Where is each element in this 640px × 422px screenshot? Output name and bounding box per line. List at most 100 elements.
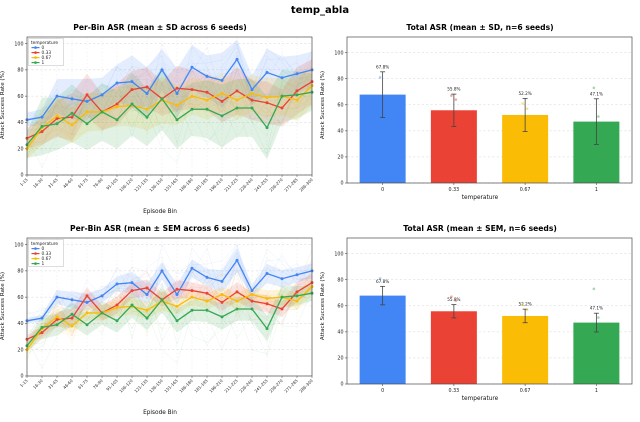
svg-text:0: 0 xyxy=(381,388,384,394)
svg-text:80: 80 xyxy=(17,68,23,74)
svg-text:196-210: 196-210 xyxy=(208,177,224,193)
line-3 xyxy=(26,91,313,146)
bar-value-label: 67.8% xyxy=(376,64,389,69)
svg-text:271-285: 271-285 xyxy=(283,177,299,193)
bars xyxy=(359,94,620,183)
svg-text:1-15: 1-15 xyxy=(19,378,29,388)
plot-frame xyxy=(26,237,313,377)
error-bars xyxy=(380,71,599,145)
svg-text:0.33: 0.33 xyxy=(449,187,460,193)
svg-text:286-300: 286-300 xyxy=(298,378,314,394)
svg-text:40: 40 xyxy=(337,129,343,135)
svg-text:181-195: 181-195 xyxy=(193,177,209,193)
line-1 xyxy=(26,282,313,340)
svg-text:0: 0 xyxy=(381,187,384,193)
svg-text:121-135: 121-135 xyxy=(133,177,149,193)
x-axis-label: Episode Bin xyxy=(143,410,177,416)
svg-text:91-105: 91-105 xyxy=(105,177,119,191)
svg-text:100: 100 xyxy=(334,251,343,257)
svg-text:61-75: 61-75 xyxy=(77,378,89,390)
svg-text:211-225: 211-225 xyxy=(223,177,239,193)
svg-text:76-90: 76-90 xyxy=(92,378,104,390)
total-sem-chart-canvas: 0 20 40 60 80 100 67.8% 55.8% 52.2% 47.1% 0 0.33 0.6… xyxy=(334,237,633,394)
x-tick-labels: 1-15 16-30 31-45 46-60 61-75 76-90 91-105 106-1… xyxy=(19,376,314,394)
y-tick-labels: 0 20 40 60 80 100 xyxy=(334,50,347,187)
svg-text:0.67: 0.67 xyxy=(42,55,52,61)
svg-text:256-270: 256-270 xyxy=(268,378,284,394)
panel-title: Per-Bin ASR (mean ± SD across 6 seeds) xyxy=(73,23,247,32)
svg-text:100: 100 xyxy=(334,50,343,56)
subplot-grid: Per-Bin ASR (mean ± SD across 6 seeds) A… xyxy=(0,20,640,422)
svg-text:136-150: 136-150 xyxy=(148,378,164,394)
bar-value-label: 47.1% xyxy=(590,91,603,96)
band-1 xyxy=(27,59,312,149)
plot-frame xyxy=(346,237,633,385)
svg-text:40: 40 xyxy=(17,120,23,126)
bar-value-label: 47.1% xyxy=(590,306,603,311)
x-tick-labels: 0 0.33 0.67 1 xyxy=(381,384,598,394)
line-3 xyxy=(26,292,313,347)
panel-title: Per-Bin ASR (mean ± SEM across 6 seeds) xyxy=(70,224,250,233)
band-2 xyxy=(27,64,312,160)
svg-text:60: 60 xyxy=(337,102,343,108)
total-sd-chart-canvas: 0 20 40 60 80 100 67.8% 55.8% 52.2% 47.1% 0 0.33 0.6… xyxy=(334,36,633,193)
x-axis-label: temperature xyxy=(461,396,499,402)
svg-text:0: 0 xyxy=(20,173,23,179)
svg-text:46-60: 46-60 xyxy=(62,177,74,189)
markers-3 xyxy=(25,90,314,147)
plot-frame xyxy=(346,36,633,184)
svg-text:80: 80 xyxy=(337,76,343,82)
svg-text:151-165: 151-165 xyxy=(163,378,179,394)
svg-text:0: 0 xyxy=(42,45,45,51)
svg-text:60: 60 xyxy=(17,295,23,301)
bar-value-label: 52.2% xyxy=(518,91,531,96)
svg-text:16-30: 16-30 xyxy=(32,378,44,390)
bar-2 xyxy=(502,315,549,384)
svg-text:76-90: 76-90 xyxy=(92,177,104,189)
y-tick-labels: 0 20 40 60 80 100 xyxy=(14,242,27,380)
svg-text:0: 0 xyxy=(42,246,45,252)
bar-value-label: 55.8% xyxy=(447,297,460,302)
svg-text:241-255: 241-255 xyxy=(253,378,269,394)
svg-text:20: 20 xyxy=(17,347,23,353)
markers-1 xyxy=(25,80,314,140)
bar-labels: 67.8% 55.8% 52.2% 47.1% xyxy=(376,279,603,311)
line-2 xyxy=(26,286,313,351)
perbin-sem-chart-canvas: 0 20 40 60 80 100 1-15 16-30 31-45 46-60 61-75 76-9… xyxy=(14,237,314,394)
error-bars xyxy=(380,285,599,333)
svg-text:0: 0 xyxy=(340,181,343,187)
svg-text:211-225: 211-225 xyxy=(223,378,239,394)
svg-text:226-240: 226-240 xyxy=(238,378,254,394)
svg-text:0.67: 0.67 xyxy=(520,187,531,193)
svg-text:91-105: 91-105 xyxy=(105,378,119,392)
svg-text:151-165: 151-165 xyxy=(163,177,179,193)
bar-value-label: 67.8% xyxy=(376,279,389,284)
svg-text:20: 20 xyxy=(337,356,343,362)
svg-text:0.33: 0.33 xyxy=(449,388,460,394)
bars xyxy=(359,295,620,384)
svg-text:60: 60 xyxy=(17,94,23,100)
band-2 xyxy=(27,278,312,355)
svg-text:1: 1 xyxy=(595,187,598,193)
markers-0 xyxy=(25,258,314,323)
plot-frame xyxy=(26,36,313,176)
markers-1 xyxy=(25,281,314,341)
svg-text:241-255: 241-255 xyxy=(253,177,269,193)
band-1 xyxy=(27,273,312,344)
bar-1 xyxy=(430,311,477,384)
svg-text:121-135: 121-135 xyxy=(133,378,149,394)
line-2 xyxy=(26,85,313,150)
svg-text:1: 1 xyxy=(42,60,45,66)
svg-text:16-30: 16-30 xyxy=(32,177,44,189)
svg-text:80: 80 xyxy=(337,277,343,283)
svg-text:0.33: 0.33 xyxy=(42,50,52,56)
svg-text:0.67: 0.67 xyxy=(42,256,52,262)
x-axis-label: temperature xyxy=(461,195,499,201)
band-0 xyxy=(27,39,312,127)
svg-text:1-15: 1-15 xyxy=(19,177,29,187)
svg-text:60: 60 xyxy=(337,303,343,309)
svg-text:20: 20 xyxy=(337,155,343,161)
perbin-sd-chart-canvas: 0 20 40 60 80 100 1-15 16-30 31-45 46-60 61-75 76-9… xyxy=(14,36,314,193)
